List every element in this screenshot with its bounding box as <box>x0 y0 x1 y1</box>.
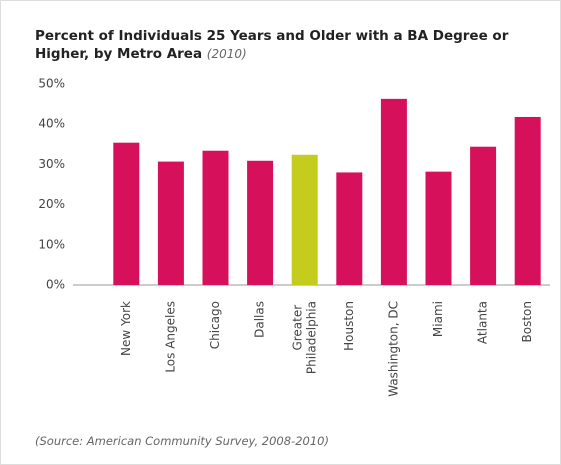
x-tick-label: Houston <box>342 301 356 351</box>
bar <box>336 172 363 285</box>
x-tick-label: Los Angeles <box>163 301 177 373</box>
bar <box>202 150 229 285</box>
bar <box>470 146 497 285</box>
bar <box>425 171 452 285</box>
x-tick-label: Chicago <box>208 301 222 349</box>
x-tick-label: Dallas <box>253 301 267 338</box>
title-note: (2010) <box>206 47 247 61</box>
bar <box>291 154 318 285</box>
bar <box>247 160 274 285</box>
y-tick-label: 40% <box>38 117 65 131</box>
bar <box>514 116 541 286</box>
y-tick-label: 20% <box>38 197 65 211</box>
y-tick-label: 50% <box>38 77 65 91</box>
y-tick-label: 10% <box>38 237 65 251</box>
chart-title: Percent of Individuals 25 Years and Olde… <box>35 28 509 62</box>
x-tick-label: New York <box>119 301 133 356</box>
y-tick-label: 30% <box>38 157 65 171</box>
bar <box>113 142 140 285</box>
x-tick-label: Boston <box>520 301 534 342</box>
x-tick-label: Miami <box>431 301 445 337</box>
x-tick-label: Atlanta <box>476 301 490 344</box>
y-tick-label: 0% <box>46 278 65 292</box>
bar <box>157 161 184 285</box>
x-tick-label: Washington, DC <box>386 301 400 397</box>
x-tick-label: Greater Philadelphia <box>290 301 318 374</box>
source-note: (Source: American Community Survey, 2008… <box>35 434 329 448</box>
bar <box>380 98 407 286</box>
title-block: Percent of Individuals 25 Years and Olde… <box>35 27 535 63</box>
